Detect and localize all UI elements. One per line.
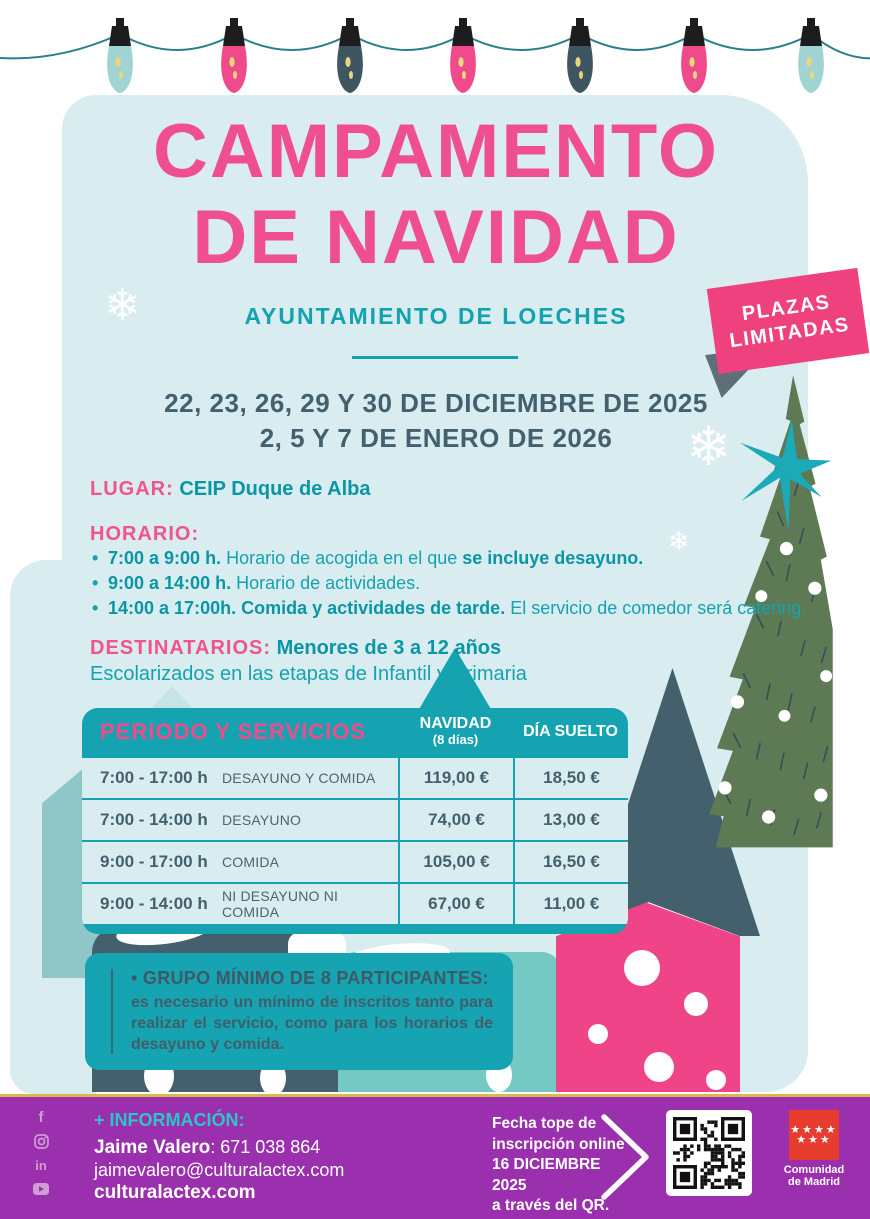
poster-subtitle: AYUNTAMIENTO DE LOECHES [244, 303, 628, 329]
cam-flag-icon: ★★★★ ★★★ [789, 1110, 839, 1160]
contact-line: Jaime Valero: 671 038 864 [94, 1137, 320, 1159]
price-table: PERIODO Y SERVICIOS NAVIDAD (8 días) DÍA… [82, 708, 628, 934]
contact-email[interactable]: jaimevalero@culturalactex.com [94, 1160, 345, 1180]
lugar-label: LUGAR: [90, 478, 174, 500]
horario-item: 14:00 a 17:00h. Comida y actividades de … [90, 596, 806, 621]
destinatarios-row: DESTINATARIOS: Menores de 3 a 12 años [90, 637, 501, 660]
info-label: + INFORMACIÓN: [94, 1110, 245, 1130]
divider [352, 356, 518, 359]
instagram-icon[interactable] [33, 1133, 49, 1149]
qr-code[interactable] [666, 1110, 752, 1196]
table-row: 9:00 - 14:00 h NI DESAYUNO NI COMIDA 67,0… [82, 884, 628, 924]
contact-name: Jaime Valero [94, 1137, 211, 1158]
destinatarios-value: Menores de 3 a 12 años [276, 637, 502, 659]
dates-line1: 22, 23, 26, 29 Y 30 DE DICIEMBRE DE 2025 [164, 388, 708, 418]
snowflake-icon: ❄ [686, 417, 732, 477]
lugar-value: CEIP Duque de Alba [179, 478, 371, 500]
social-icons: f in [33, 1109, 49, 1197]
horario-heading: HORARIO: [90, 523, 200, 545]
facebook-icon[interactable]: f [38, 1108, 44, 1126]
price-table-header: PERIODO Y SERVICIOS NAVIDAD (8 días) DÍA… [82, 708, 628, 756]
deadline-block: Fecha tope de inscripción online 16 DICI… [492, 1115, 625, 1214]
table-row: 7:00 - 17:00 h DESAYUNO Y COMIDA 119,00 €… [82, 758, 628, 798]
note-body: es necesario un mínimo de inscritos tant… [131, 994, 493, 1054]
youtube-icon[interactable] [33, 1181, 49, 1197]
table-row: 9:00 - 17:00 h COMIDA 105,00 € 16,50 € [82, 842, 628, 882]
col-header-navidad: NAVIDAD (8 días) [419, 715, 492, 748]
footer: f in + INFORMACIÓN: Jaime Valero: 671 03… [0, 1097, 870, 1219]
horario-item: 9:00 a 14:00 h. Horario de actividades. [90, 571, 806, 596]
lugar-row: LUGAR: CEIP Duque de Alba [90, 478, 370, 501]
poster-title-line2: DE NAVIDAD [192, 195, 680, 280]
minimum-group-note-box: • GRUPO MÍNIMO DE 8 PARTICIPANTES: es ne… [85, 953, 513, 1071]
col-header-periodo: PERIODO Y SERVICIOS [100, 719, 366, 744]
gold-divider [0, 1094, 870, 1097]
chevron-right-icon [601, 1114, 649, 1200]
col-header-dia-suelto: DÍA SUELTO [523, 723, 618, 740]
destinatarios-line2: Escolarizados en las etapas de Infantil … [90, 663, 527, 685]
note-title: • GRUPO MÍNIMO DE 8 PARTICIPANTES: [131, 968, 489, 988]
poster-title-line1: CAMPAMENTO [152, 109, 720, 194]
christmas-lights-garland-icon [0, 0, 870, 100]
christmas-tree-icon [709, 375, 833, 848]
website-link[interactable]: culturalactex.com [94, 1182, 256, 1203]
dates-line2: 2, 5 Y 7 DE ENERO DE 2026 [259, 423, 613, 453]
table-row: 7:00 - 14:00 h DESAYUNO 74,00 € 13,00 € [82, 800, 628, 840]
destinatarios-label: DESTINATARIOS: [90, 637, 272, 659]
star-icon [740, 420, 832, 532]
contact-phone[interactable]: : 671 038 864 [210, 1137, 321, 1157]
snowflake-icon: ❄ [104, 281, 141, 330]
horario-list: 7:00 a 9:00 h. Horario de acogida en el … [90, 546, 806, 621]
comunidad-de-madrid-logo: ★★★★ ★★★ Comunidad de Madrid [768, 1110, 860, 1188]
horario-item: 7:00 a 9:00 h. Horario de acogida en el … [90, 546, 806, 571]
linkedin-icon[interactable]: in [35, 1157, 47, 1173]
